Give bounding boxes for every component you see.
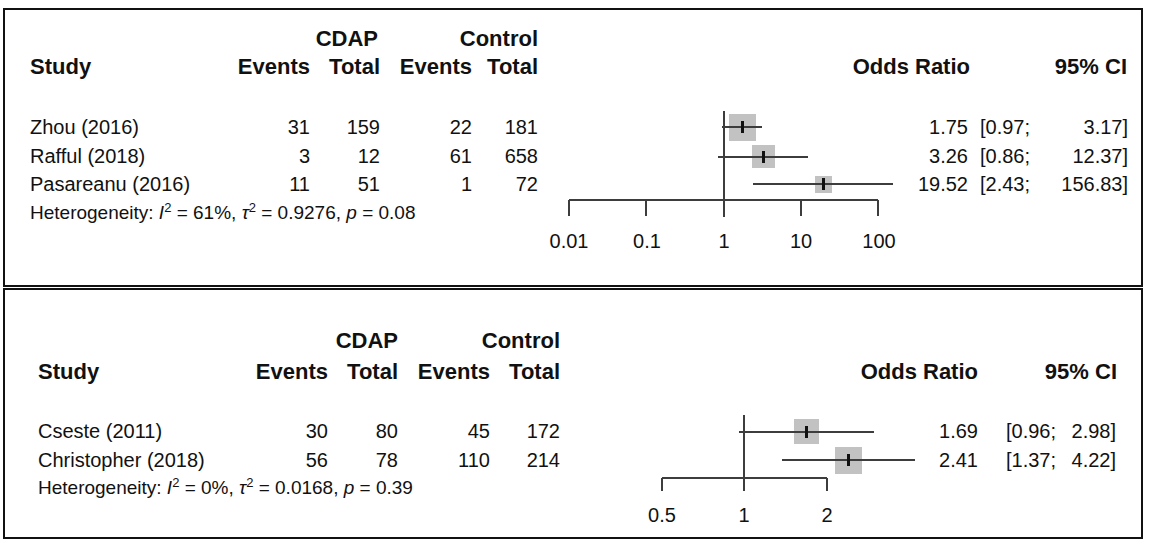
heterogeneity-note: Heterogeneity: I2 = 61%, τ2 = 0.9276, p … [30, 203, 416, 222]
bottom-group1-header: CDAP [336, 330, 398, 352]
axis-tick-label: 1 [704, 505, 784, 525]
events-treatment-value: 31 [288, 117, 310, 137]
events-treatment-value: 56 [306, 450, 328, 470]
point-estimate-dash [741, 121, 744, 133]
events-control-value: 45 [468, 421, 490, 441]
study-label: Zhou (2016) [30, 117, 139, 137]
reference-line [743, 415, 745, 490]
ci-high-value: 3.17] [1084, 117, 1128, 137]
axis-tick-label: 10 [761, 231, 841, 251]
axis-tick-label: 0.1 [607, 231, 687, 251]
odds-ratio-value: 19.52 [918, 174, 968, 194]
top-group1-header: CDAP [316, 28, 378, 50]
total-treatment-value: 51 [358, 174, 380, 194]
top-total1-header: Total [329, 56, 380, 78]
total-control-value: 658 [505, 146, 538, 166]
events-control-value: 22 [450, 117, 472, 137]
top-events2-header: Events [400, 56, 472, 78]
ci-low-value: [0.97; [980, 117, 1030, 137]
odds-ratio-value: 1.75 [929, 117, 968, 137]
point-estimate-dash [762, 151, 765, 163]
ci-high-value: 12.37] [1072, 146, 1128, 166]
axis-tick-label: 1 [684, 231, 764, 251]
bottom-total2-header: Total [509, 361, 560, 383]
axis-tick-label: 100 [839, 231, 919, 251]
x-axis-tick [800, 200, 802, 216]
top-study-header: Study [30, 56, 91, 78]
ci-high-value: 4.22] [1072, 450, 1116, 470]
events-treatment-value: 11 [289, 174, 310, 194]
x-axis-tick [568, 200, 570, 216]
point-estimate-dash [847, 454, 850, 466]
bottom-events1-header: Events [256, 361, 328, 383]
study-label: Cseste (2011) [38, 421, 162, 441]
total-control-value: 181 [505, 117, 538, 137]
top-events1-header: Events [238, 56, 310, 78]
point-estimate-dash [822, 178, 825, 190]
total-treatment-value: 159 [347, 117, 380, 137]
total-treatment-value: 12 [358, 146, 380, 166]
total-control-value: 214 [527, 450, 560, 470]
x-axis-tick [661, 478, 663, 491]
bottom-ci-header: 95% CI [1045, 361, 1117, 383]
events-treatment-value: 3 [299, 146, 310, 166]
bottom-study-header: Study [38, 361, 99, 383]
total-treatment-value: 80 [376, 421, 398, 441]
x-axis-tick [645, 200, 647, 216]
ci-low-value: [1.37; [1006, 450, 1056, 470]
ci-low-value: [0.86; [980, 146, 1030, 166]
total-treatment-value: 78 [376, 450, 398, 470]
events-treatment-value: 30 [306, 421, 328, 441]
bottom-group2-header: Control [482, 330, 560, 352]
axis-tick-label: 0.5 [622, 505, 702, 525]
x-axis-tick [826, 478, 828, 491]
top-ci-header: 95% CI [1055, 56, 1127, 78]
axis-tick-label: 0.01 [529, 231, 609, 251]
total-control-value: 172 [527, 421, 560, 441]
odds-ratio-value: 2.41 [939, 450, 978, 470]
bottom-events2-header: Events [418, 361, 490, 383]
point-estimate-dash [805, 426, 808, 438]
study-label: Pasareanu (2016) [30, 174, 190, 194]
ci-low-value: [0.96; [1006, 421, 1056, 441]
events-control-value: 61 [450, 146, 472, 166]
total-control-value: 72 [516, 174, 538, 194]
heterogeneity-note: Heterogeneity: I2 = 0%, τ2 = 0.0168, p =… [38, 478, 413, 497]
odds-ratio-value: 3.26 [929, 146, 968, 166]
bottom-total1-header: Total [347, 361, 398, 383]
x-axis-tick [877, 200, 879, 216]
bottom-panel-border [3, 288, 1143, 539]
study-label: Christopher (2018) [38, 450, 205, 470]
ci-high-value: 156.83] [1061, 174, 1128, 194]
top-odds-ratio-header: Odds Ratio [853, 56, 970, 78]
ci-low-value: [2.43; [980, 174, 1030, 194]
top-total2-header: Total [487, 56, 538, 78]
odds-ratio-value: 1.69 [939, 421, 978, 441]
top-group2-header: Control [460, 28, 538, 50]
bottom-odds-ratio-header: Odds Ratio [861, 361, 978, 383]
study-label: Rafful (2018) [30, 146, 145, 166]
axis-tick-label: 2 [787, 505, 867, 525]
events-control-value: 1 [461, 174, 472, 194]
events-control-value: 110 [458, 450, 490, 470]
ci-high-value: 2.98] [1072, 421, 1116, 441]
forest-plot-figure: CDAP Control Study Events Total Events T… [0, 0, 1154, 554]
